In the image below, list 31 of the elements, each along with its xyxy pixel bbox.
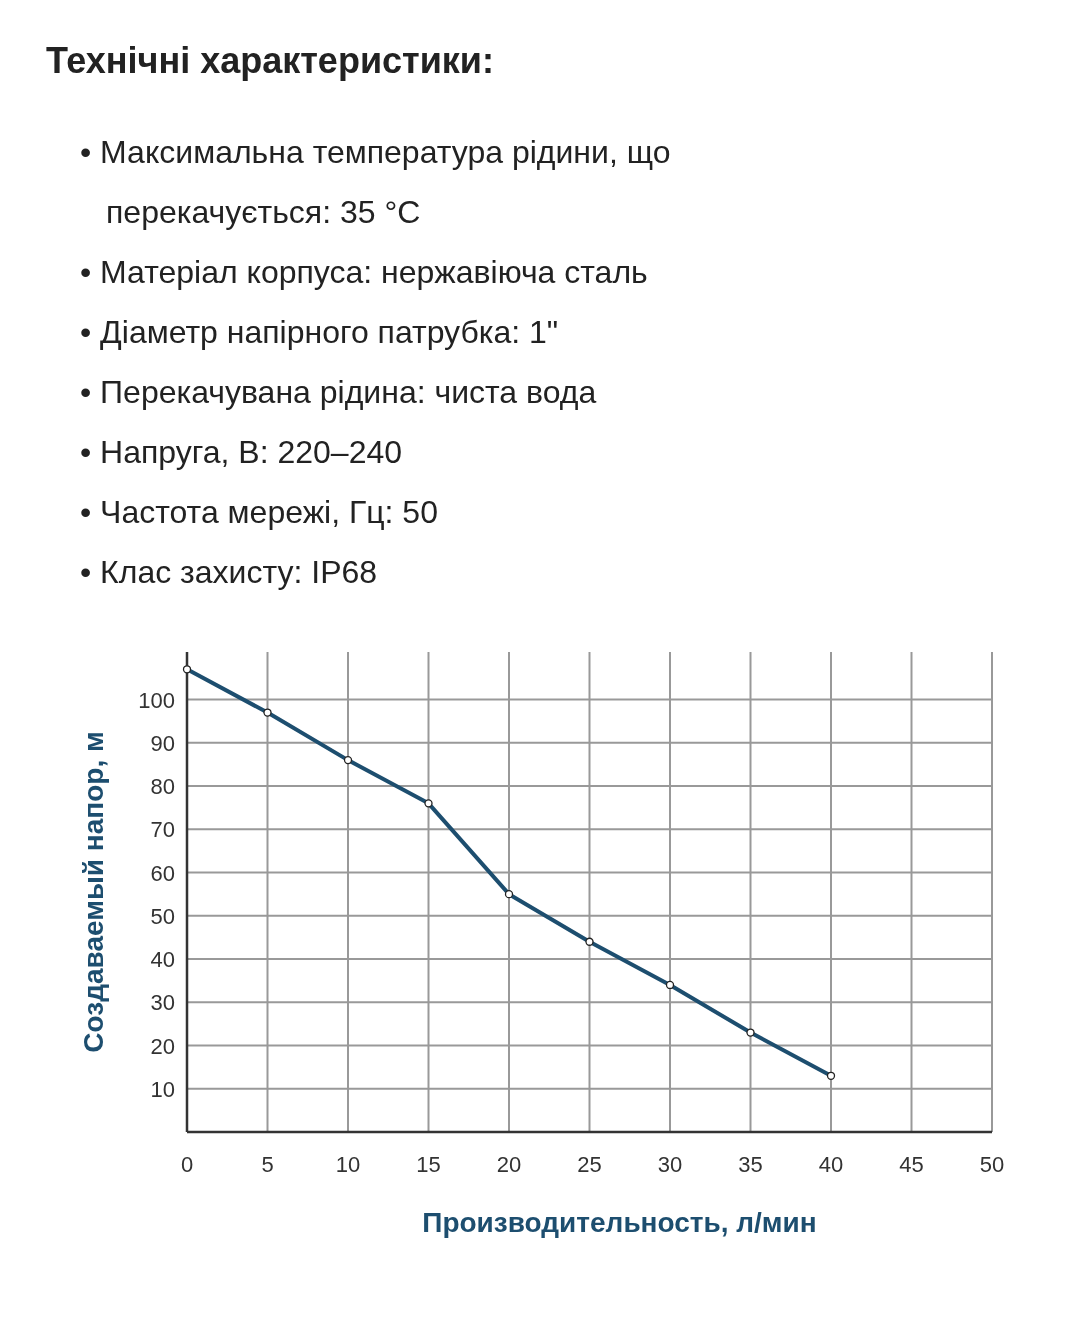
x-tick-label: 50	[979, 1152, 1005, 1177]
text: • Перекачувана рідина: чиста вода	[80, 373, 598, 412]
x-tick-label: 25	[577, 1152, 602, 1177]
y-tick-label: 40	[150, 947, 175, 973]
y-tick-label: 10	[150, 1076, 175, 1102]
y-tick-label: 70	[150, 817, 175, 843]
x-tick-label: 0	[180, 1152, 194, 1177]
y-tick-label: 20	[150, 1033, 175, 1059]
chart-title: Технічні характеристики:	[46, 40, 495, 82]
x-axis-title: Производительность, л/мин	[422, 1207, 817, 1238]
y-tick-label: 100	[138, 687, 175, 713]
text: • Діаметр напірного патрубка: 1"	[80, 313, 560, 352]
y-tick-label: 80	[150, 774, 175, 800]
x-tick-label: 10	[335, 1152, 361, 1177]
x-tick-label: 40	[818, 1152, 844, 1177]
y-tick-label: 30	[150, 990, 175, 1016]
x-tick-label: 45	[899, 1152, 924, 1177]
y-tick-label: 50	[150, 903, 175, 929]
x-tick-label: 5	[261, 1152, 274, 1177]
y-tick-label: 90	[150, 730, 175, 756]
text: • Клас захисту: IP68	[80, 553, 379, 592]
x-tick-label: 30	[657, 1152, 683, 1177]
x-tick-label: 35	[738, 1152, 763, 1177]
x-tick-label: 20	[496, 1152, 522, 1177]
text: • Частота мережі, Гц: 50	[80, 493, 439, 532]
y-tick-label: 60	[150, 860, 175, 886]
text: • Матеріал корпуса: нержавіюча сталь	[80, 253, 649, 292]
text: • Максимальна температура рідини, що перекачується: 35 °C	[80, 133, 672, 232]
text: • Напруга, В: 220–240	[80, 433, 403, 472]
x-tick-label: 15	[416, 1152, 441, 1177]
y-axis-title: Создаваемый напор, м	[78, 731, 109, 1053]
